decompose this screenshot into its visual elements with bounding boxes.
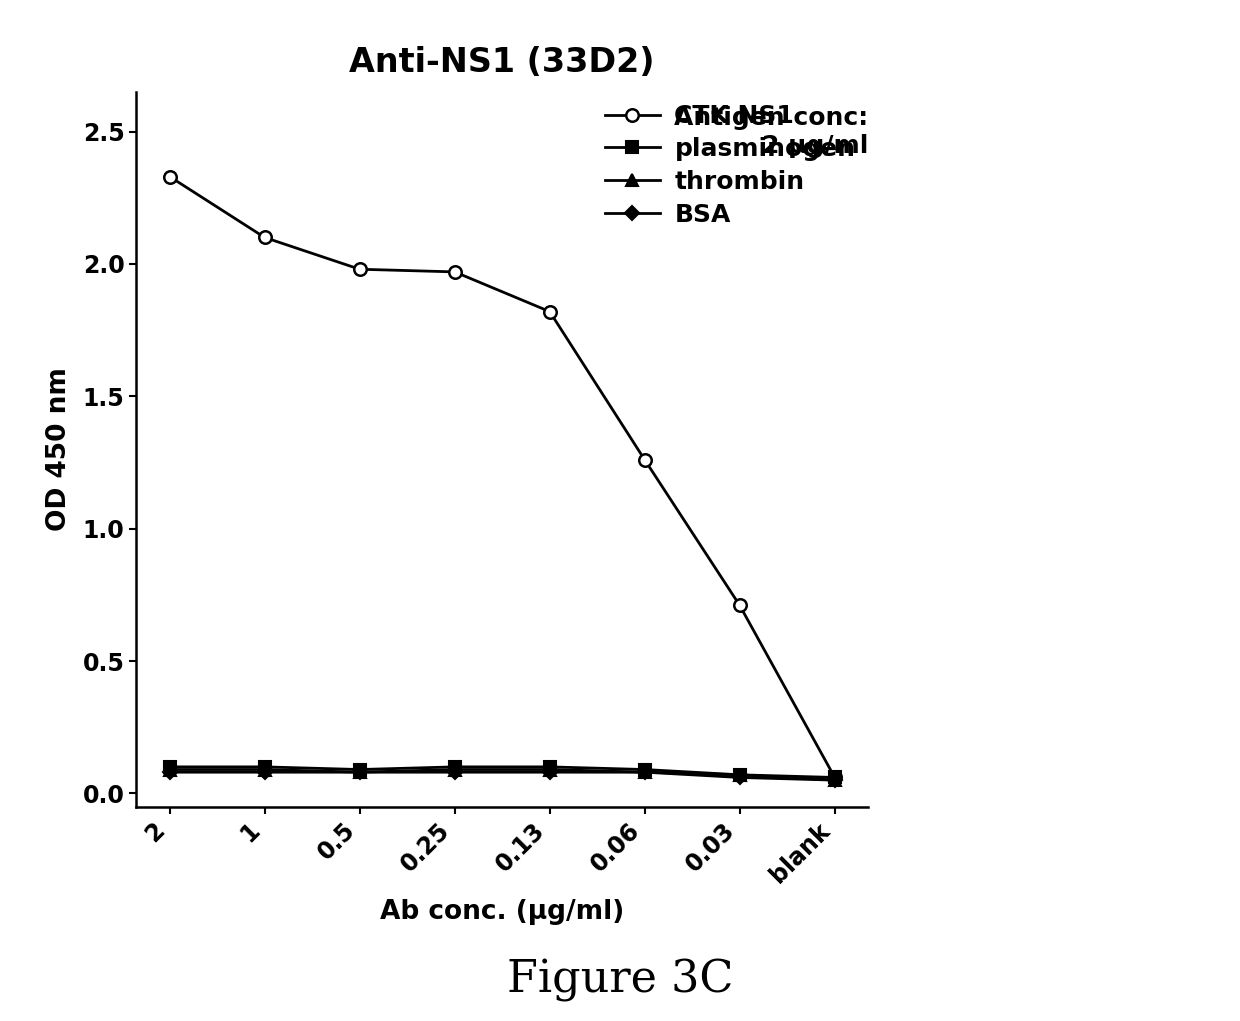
plasminogen (448, 761, 463, 773)
thrombin (542, 764, 557, 776)
plasminogen (542, 761, 557, 773)
Text: Figure 3C: Figure 3C (507, 959, 733, 1002)
thrombin (733, 769, 748, 781)
Line: CTK NS1: CTK NS1 (164, 171, 841, 784)
plasminogen (162, 761, 177, 773)
BSA (637, 766, 652, 778)
BSA (542, 766, 557, 778)
CTK NS1 (827, 771, 842, 783)
Text: Antigen conc:
2 μg/ml: Antigen conc: 2 μg/ml (673, 106, 868, 158)
CTK NS1 (448, 265, 463, 278)
BSA (352, 766, 367, 778)
Legend: CTK NS1, plasminogen, thrombin, BSA: CTK NS1, plasminogen, thrombin, BSA (605, 104, 856, 227)
BSA (448, 766, 463, 778)
plasminogen (352, 764, 367, 776)
thrombin (637, 766, 652, 778)
Line: BSA: BSA (165, 768, 839, 785)
thrombin (162, 764, 177, 776)
CTK NS1 (637, 453, 652, 466)
BSA (733, 771, 748, 783)
CTK NS1 (733, 599, 748, 612)
CTK NS1 (352, 263, 367, 276)
BSA (257, 766, 272, 778)
thrombin (352, 766, 367, 778)
plasminogen (827, 771, 842, 783)
Line: thrombin: thrombin (164, 764, 841, 786)
thrombin (827, 774, 842, 786)
X-axis label: Ab conc. (μg/ml): Ab conc. (μg/ml) (381, 898, 624, 925)
BSA (827, 774, 842, 786)
plasminogen (637, 764, 652, 776)
thrombin (448, 764, 463, 776)
BSA (162, 766, 177, 778)
CTK NS1 (542, 305, 557, 318)
plasminogen (257, 761, 272, 773)
CTK NS1 (162, 171, 177, 183)
Line: plasminogen: plasminogen (164, 762, 841, 783)
Title: Anti-NS1 (33D2): Anti-NS1 (33D2) (350, 46, 655, 80)
thrombin (257, 764, 272, 776)
plasminogen (733, 769, 748, 781)
CTK NS1 (257, 232, 272, 244)
Y-axis label: OD 450 nm: OD 450 nm (46, 368, 72, 531)
